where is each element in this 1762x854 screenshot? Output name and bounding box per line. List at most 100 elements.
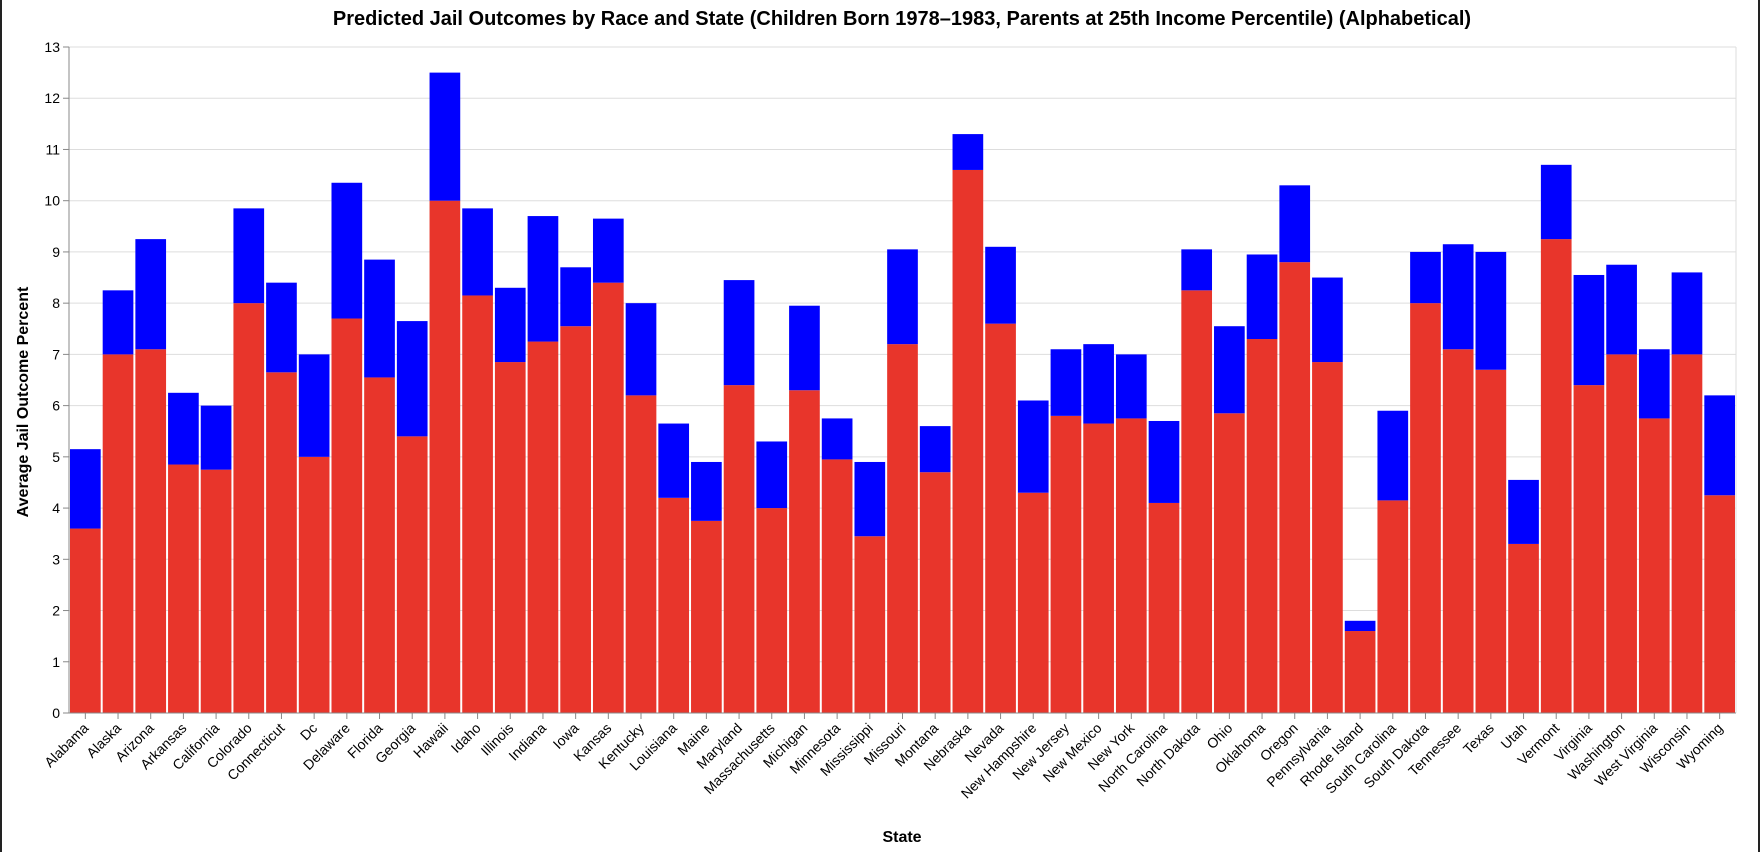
y-tick-label: 1: [52, 654, 60, 670]
bar-red-nebraska: [952, 169, 984, 713]
x-tick-label: Dc: [297, 720, 320, 743]
bar-blue-arizona: [135, 239, 167, 350]
bar-blue-washington: [1606, 264, 1637, 355]
bar-blue-massachusetts: [756, 441, 788, 509]
bar-red-north-dakota: [1181, 290, 1213, 713]
bar-red-utah: [1508, 543, 1539, 713]
bar-blue-georgia: [396, 321, 428, 437]
y-tick-label: 7: [52, 346, 60, 362]
bar-blue-indiana: [527, 216, 559, 342]
bar-blue-new-jersey: [1050, 349, 1082, 416]
bar-blue-wyoming: [1704, 395, 1735, 496]
bar-blue-nebraska: [952, 134, 984, 170]
bar-red-alabama: [70, 528, 101, 713]
bar-red-indiana: [527, 341, 559, 713]
bar-red-virginia: [1573, 385, 1605, 713]
x-axis-title: State: [882, 829, 921, 846]
bar-blue-alaska: [102, 290, 134, 355]
bar-blue-kansas: [592, 218, 624, 283]
y-tick-label: 3: [52, 551, 60, 567]
bar-blue-mississippi: [854, 461, 886, 537]
bar-red-florida: [364, 377, 395, 713]
bar-red-delaware: [331, 318, 363, 713]
x-axis: AlabamaAlaskaArizonaArkansasCaliforniaCo…: [41, 712, 1736, 802]
x-tick-label: Hawaii: [410, 720, 451, 761]
y-tick-label: 10: [44, 193, 60, 209]
bar-blue-colorado: [233, 208, 265, 304]
bar-blue-dc: [298, 354, 330, 457]
bar-red-illinois: [494, 362, 526, 713]
bar-red-wisconsin: [1671, 354, 1703, 713]
y-tick-label: 11: [45, 141, 60, 157]
bar-red-west-virginia: [1638, 418, 1670, 713]
bar-blue-arkansas: [168, 392, 199, 465]
bar-blue-texas: [1475, 251, 1507, 370]
bar-red-california: [200, 469, 232, 713]
bar-red-new-jersey: [1050, 415, 1082, 713]
bar-blue-nevada: [985, 246, 1016, 324]
bar-blue-north-dakota: [1181, 249, 1213, 291]
bar-red-kentucky: [625, 395, 657, 713]
y-tick-label: 9: [52, 244, 60, 260]
bar-blue-oklahoma: [1246, 254, 1278, 340]
bar-blue-vermont: [1540, 164, 1572, 240]
bar-red-idaho: [462, 295, 493, 713]
y-tick-label: 6: [52, 398, 60, 414]
bar-blue-hawaii: [429, 72, 461, 201]
bar-blue-california: [200, 405, 232, 470]
bar-blue-maine: [691, 461, 722, 521]
bar-red-nevada: [985, 323, 1016, 713]
bar-blue-alabama: [70, 449, 101, 529]
bar-red-louisiana: [658, 497, 690, 713]
bar-blue-iowa: [560, 267, 591, 327]
bar-red-massachusetts: [756, 508, 788, 713]
y-tick-label: 0: [52, 705, 60, 721]
bar-blue-pennsylvania: [1312, 277, 1343, 363]
bar-blue-florida: [364, 259, 395, 378]
bar-blue-south-dakota: [1410, 251, 1441, 304]
bar-red-missouri: [887, 344, 918, 713]
bar-blue-new-york: [1115, 354, 1147, 419]
x-tick-label: Indiana: [505, 720, 549, 764]
bar-blue-ohio: [1214, 326, 1245, 414]
bar-blue-north-carolina: [1148, 420, 1180, 503]
bar-red-georgia: [396, 436, 428, 713]
bar-blue-virginia: [1573, 274, 1605, 386]
bar-blue-south-carolina: [1377, 410, 1409, 501]
bar-red-hawaii: [429, 200, 461, 713]
y-tick-label: 4: [52, 500, 60, 516]
y-tick-label: 8: [52, 295, 60, 311]
bar-red-tennessee: [1442, 349, 1474, 713]
bar-red-north-carolina: [1148, 502, 1180, 713]
bar-red-alaska: [102, 354, 134, 713]
bar-red-oklahoma: [1246, 339, 1278, 713]
bar-red-vermont: [1540, 239, 1572, 713]
bar-blue-illinois: [494, 287, 526, 363]
bar-red-washington: [1606, 354, 1637, 713]
bar-red-arkansas: [168, 464, 199, 713]
y-tick-label: 13: [44, 39, 60, 55]
bar-red-oregon: [1279, 262, 1311, 713]
bar-red-south-carolina: [1377, 500, 1409, 713]
bar-red-colorado: [233, 303, 265, 713]
bar-red-dc: [298, 456, 330, 713]
bar-blue-tennessee: [1442, 244, 1474, 350]
x-tick-label: Texas: [1460, 720, 1497, 757]
bar-red-new-hampshire: [1017, 492, 1049, 713]
bar-red-rhode-island: [1344, 631, 1376, 713]
bar-red-new-york: [1115, 418, 1147, 713]
bars-layer: [70, 72, 1735, 713]
bar-red-arizona: [135, 349, 167, 713]
bar-blue-utah: [1508, 479, 1539, 544]
bar-red-south-dakota: [1410, 303, 1441, 713]
bar-blue-rhode-island: [1344, 620, 1376, 632]
y-tick-label: 2: [52, 603, 60, 619]
bar-red-iowa: [560, 326, 591, 713]
bar-red-maine: [691, 520, 722, 713]
y-tick-label: 5: [52, 449, 60, 465]
bar-red-montana: [919, 472, 951, 713]
bar-blue-minnesota: [821, 418, 853, 460]
bar-red-new-mexico: [1083, 423, 1114, 713]
